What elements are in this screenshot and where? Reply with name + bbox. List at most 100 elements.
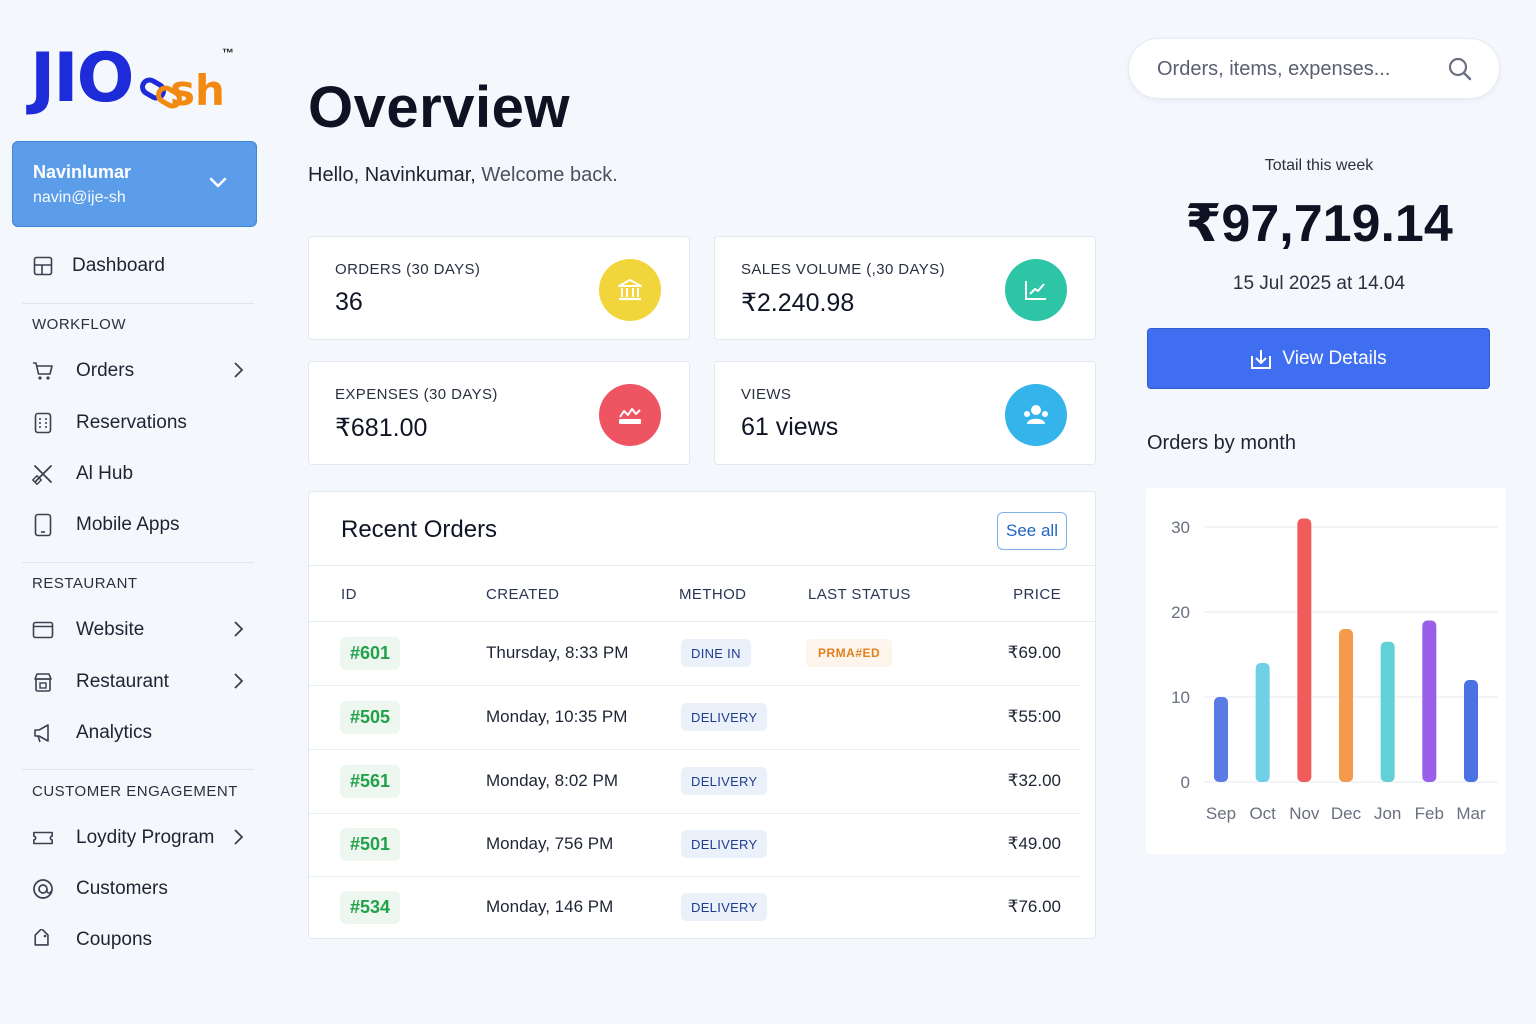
table-row[interactable]: #601 Thursday, 8:33 PM DINE IN PRMA#ED ₹… (309, 622, 1081, 686)
chart-bar-jon[interactable] (1380, 641, 1395, 782)
sidebar-item-analytics[interactable]: Analytics (32, 715, 252, 751)
column-header-id[interactable]: ID (341, 586, 357, 603)
stat-card-views[interactable]: VIEWS 61 views (714, 361, 1096, 465)
sidebar-item-loyalty-program[interactable]: Loydity Program (32, 820, 252, 856)
welcome-message: Hello, Navinkumar, Welcome back. (308, 164, 618, 187)
sidebar-item-label: Reservations (76, 412, 187, 433)
chart-bar-mar[interactable] (1464, 680, 1478, 782)
column-header-price[interactable]: PRICE (1013, 586, 1061, 603)
chart-bar-sep[interactable] (1214, 697, 1228, 782)
chain-link-icon (140, 77, 182, 109)
sidebar-item-label: Website (76, 619, 145, 640)
sidebar-item-label: Analytics (76, 722, 153, 743)
tag-icon (32, 929, 54, 951)
x-tick-label: Dec (1331, 804, 1362, 823)
sidebar-item-label: Customers (76, 878, 168, 899)
sidebar-item-orders[interactable]: Orders (32, 353, 252, 389)
order-id[interactable]: #501 (340, 828, 401, 861)
weekly-total-date: 15 Jul 2025 at 14.04 (1232, 273, 1406, 294)
sidebar-item-website[interactable]: Website (32, 612, 252, 648)
chart-title: Orders by month (1147, 432, 1296, 454)
order-id[interactable]: #561 (340, 765, 401, 798)
column-header-created[interactable]: CREATED (486, 586, 560, 603)
stat-label: SALES VOLUME (,30 DAYS) (741, 261, 945, 278)
order-price: ₹69.00 (1007, 643, 1061, 662)
y-tick-label: 0 (1181, 773, 1190, 792)
order-status: PRMA#ED (806, 639, 893, 667)
order-price: ₹32.00 (1007, 771, 1061, 790)
table-row[interactable]: #534 Monday, 146 PM DELIVERY ₹76.00 (309, 876, 1081, 938)
sidebar-item-reservations[interactable]: Reservations (32, 405, 252, 441)
chart-bar-oct[interactable] (1255, 663, 1270, 782)
stat-label: VIEWS (741, 386, 792, 403)
order-created: Monday, 146 PM (486, 897, 614, 916)
mobile-icon (32, 513, 54, 537)
weekly-total-label: Totail this week (1264, 157, 1374, 174)
chart-bar-dec[interactable] (1339, 629, 1353, 782)
stat-card-orders[interactable]: ORDERS (30 DAYS) 36 (308, 236, 690, 340)
store-icon (32, 671, 54, 693)
account-name: Navinlumar (33, 162, 132, 182)
sidebar-item-label: Restaurant (76, 671, 169, 692)
sidebar-item-label: Loydity Program (76, 827, 215, 848)
chart-up-icon (1005, 259, 1067, 321)
account-switcher[interactable]: Navinlumar navin@ije-sh (12, 141, 257, 227)
order-price: ₹55:00 (1007, 707, 1061, 726)
logo-text: JIO (30, 39, 134, 118)
table-row[interactable]: #501 Monday, 756 PM DELIVERY ₹49.00 (309, 813, 1081, 877)
chevron-right-icon (234, 829, 244, 845)
sidebar-item-label: Orders (76, 360, 135, 381)
order-method: DELIVERY (681, 893, 768, 921)
view-details-button[interactable]: View Details (1147, 328, 1490, 389)
greeting-text: Hello, Navinkumar, (308, 164, 476, 186)
sidebar-item-dashboard[interactable]: Dashboard (32, 248, 252, 284)
chart-bar-feb[interactable] (1422, 620, 1437, 783)
bar-chart: 0 10 20 30 Sep Oct Nov Dec Jon Feb Mar (1171, 518, 1498, 823)
column-header-method[interactable]: METHOD (679, 586, 747, 603)
x-tick-label: Jon (1374, 804, 1401, 823)
sidebar-item-ai-hub[interactable]: Al Hub (32, 456, 252, 492)
sidebar-item-mobile-apps[interactable]: Mobile Apps (32, 507, 252, 543)
chart-bar-nov[interactable] (1297, 518, 1312, 783)
column-header-last-status[interactable]: LAST STATUS (808, 586, 911, 603)
stat-card-expenses[interactable]: EXPENSES (30 DAYS) ₹681.00 (308, 361, 690, 465)
x-tick-label: Feb (1415, 804, 1444, 823)
chevron-right-icon (234, 621, 244, 637)
see-all-button[interactable]: See all (997, 512, 1067, 550)
table-row[interactable]: #561 Monday, 8:02 PM DELIVERY ₹32.00 (309, 750, 1081, 814)
y-tick-label: 10 (1171, 688, 1190, 707)
order-id[interactable]: #601 (340, 637, 401, 670)
search-input[interactable] (1157, 55, 1437, 83)
divider (22, 769, 254, 770)
at-icon (32, 878, 54, 900)
section-customer-engagement: CUSTOMER ENGAGEMENT (32, 783, 238, 800)
greeting-subtext: Welcome back. (481, 164, 618, 186)
brand-logo[interactable]: JIO sh ™ (30, 44, 250, 118)
stat-value: ₹2.240.98 (741, 289, 855, 317)
y-tick-label: 20 (1171, 603, 1190, 622)
search-icon[interactable] (1447, 56, 1473, 82)
order-id[interactable]: #505 (340, 701, 401, 734)
stat-label: EXPENSES (30 DAYS) (335, 386, 498, 403)
sidebar-item-label: Mobile Apps (76, 514, 180, 535)
sidebar-item-restaurant[interactable]: Restaurant (32, 664, 252, 700)
sidebar-item-label: Coupons (76, 929, 153, 950)
stat-value: 36 (335, 288, 363, 316)
users-icon (1005, 384, 1067, 446)
search-bar[interactable] (1128, 38, 1500, 99)
megaphone-icon (32, 722, 54, 744)
sidebar-item-customers[interactable]: Customers (32, 871, 252, 907)
browser-icon (32, 619, 54, 641)
section-workflow: WORKFLOW (32, 316, 126, 333)
logo-suffix: sh (170, 66, 225, 115)
sidebar-item-coupons[interactable]: Coupons (32, 922, 252, 958)
order-id[interactable]: #534 (340, 891, 401, 924)
expense-icon (599, 384, 661, 446)
stat-value: 61 views (741, 413, 839, 441)
order-method: DINE IN (681, 639, 751, 667)
x-tick-label: Nov (1289, 804, 1320, 823)
stat-card-sales-volume[interactable]: SALES VOLUME (,30 DAYS) ₹2.240.98 (714, 236, 1096, 340)
weekly-total-value: ₹97,719.14 (1185, 195, 1453, 253)
chevron-down-icon (209, 177, 227, 188)
table-row[interactable]: #505 Monday, 10:35 PM DELIVERY ₹55:00 (309, 686, 1081, 750)
